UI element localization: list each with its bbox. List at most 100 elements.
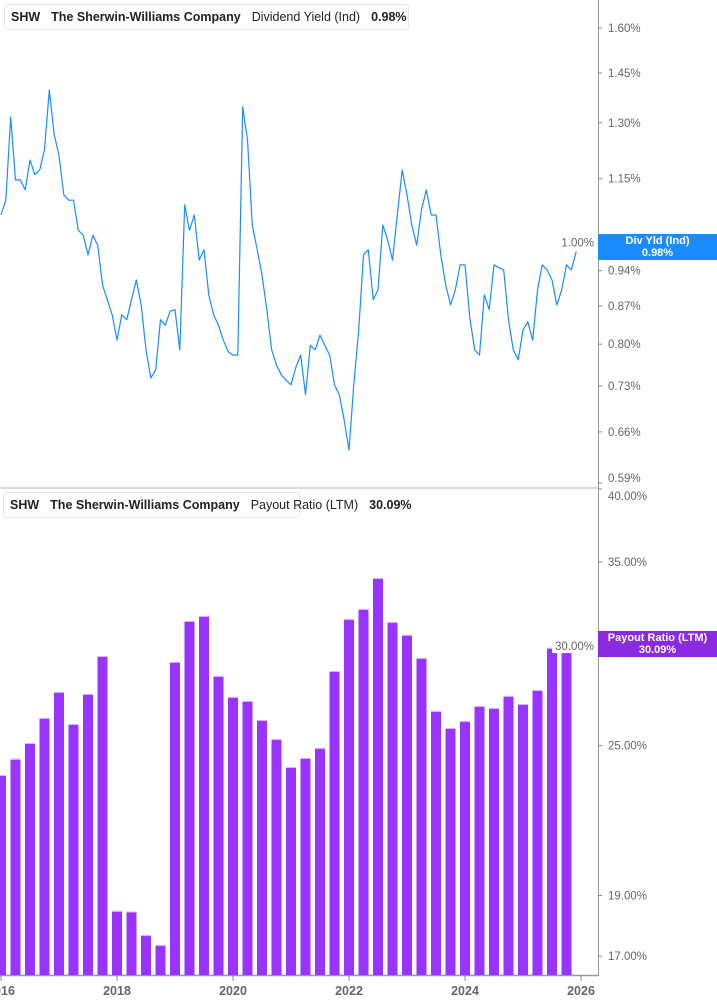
yield-y-tick-label: 0.87% [608, 301, 641, 313]
payout-y-tick-label-backing [552, 638, 596, 654]
payout-legend: SHW The Sherwin-Williams Company Payout … [3, 492, 412, 518]
yield-tag-value: 0.98% [641, 247, 674, 259]
payout-bar [257, 720, 267, 975]
payout-bar [358, 608, 369, 975]
payout-bar-cap [112, 910, 122, 912]
payout-bar [126, 911, 137, 975]
legend-value: 30.09% [369, 498, 412, 512]
payout-bar [286, 767, 296, 975]
payout-bar [184, 620, 195, 975]
payout-bar-cap [358, 608, 369, 610]
legend-company: The Sherwin-Williams Company [51, 10, 241, 24]
yield-line [0, 89, 577, 451]
payout-bar [460, 721, 470, 975]
payout-bar [213, 675, 224, 975]
yield-y-tick-label: 0.94% [608, 266, 641, 278]
payout-bar [489, 708, 499, 975]
yield-y-tick-label: 0.73% [608, 381, 641, 393]
payout-bar [300, 757, 311, 975]
legend-value: 0.98% [371, 10, 407, 24]
payout-bar-cap [387, 622, 398, 624]
payout-bar-cap [184, 620, 195, 622]
payout-bar-cap [10, 758, 21, 760]
payout-tag-label: Payout Ratio (LTM) [607, 632, 708, 644]
payout-bar [344, 619, 354, 975]
payout-bar-cap [25, 743, 35, 745]
payout-y-tick-label: 30.00% [555, 641, 594, 653]
legend-metric: Dividend Yield (Ind) [251, 10, 361, 24]
x-tick-label: 2020 [219, 984, 247, 998]
x-tick-label: 2026 [567, 984, 595, 998]
payout-bar-cap [199, 615, 209, 617]
payout-y-tick-label: 17.00% [608, 951, 647, 963]
payout-bar [547, 647, 557, 975]
yield-y-tick-label: 1.15% [608, 174, 641, 186]
payout-bar [228, 696, 238, 975]
payout-bar-cap [213, 675, 224, 677]
payout-y-tick-label: 19.00% [608, 890, 647, 902]
x-ticks: 2016 2018 2020 2022 2024 2026 [0, 975, 595, 998]
payout-bar-cap [257, 720, 267, 722]
legend-ticker: SHW [11, 10, 41, 24]
payout-bar [518, 704, 528, 975]
payout-bar [431, 710, 441, 975]
payout-bar [373, 578, 383, 975]
payout-bar [315, 748, 325, 975]
payout-bar [83, 693, 93, 975]
payout-bar-cap [141, 935, 151, 937]
payout-bar [39, 717, 50, 975]
payout-bars [0, 578, 572, 975]
payout-bar-cap [68, 723, 79, 725]
payout-bar [387, 622, 398, 975]
yield-y-tick-label-backing [552, 234, 596, 250]
x-tick-label: 2022 [335, 984, 363, 998]
payout-y-tick-label: 40.00% [608, 491, 647, 503]
payout-y-ticks: 40.00% 35.00% 30.00% 25.00% 19.00% 17.00% [552, 488, 647, 963]
yield-y-tick-label: 0.66% [608, 427, 641, 439]
payout-bar [112, 910, 122, 975]
payout-bar [199, 615, 209, 975]
payout-bar-cap [39, 717, 50, 719]
payout-bar-cap [460, 721, 470, 723]
yield-y-tick-label: 1.30% [608, 118, 641, 130]
payout-bar [10, 758, 21, 975]
yield-legend: SHW The Sherwin-Williams Company Dividen… [4, 4, 409, 30]
payout-bar-cap [0, 775, 6, 777]
payout-bar-cap [532, 690, 543, 692]
payout-bar [97, 655, 108, 975]
payout-bar [155, 945, 166, 975]
payout-bar-cap [329, 671, 340, 673]
payout-bar-cap [344, 619, 354, 621]
legend-metric: Payout Ratio (LTM) [250, 498, 359, 512]
payout-bar [561, 644, 572, 975]
payout-bar [141, 935, 151, 975]
payout-bar [329, 671, 340, 975]
payout-bar [170, 661, 180, 975]
payout-bar-cap [242, 700, 253, 702]
payout-value-tag: Payout Ratio (LTM) 30.09% [598, 631, 717, 657]
payout-bar [532, 690, 543, 975]
payout-bar [271, 739, 282, 975]
payout-bar-cap [518, 704, 528, 706]
payout-y-tick-label: 25.00% [608, 741, 647, 753]
payout-tag-value: 30.09% [638, 644, 677, 656]
yield-y-tick-label: 0.80% [608, 339, 641, 351]
yield-y-tick-label: 1.60% [608, 23, 641, 35]
payout-bar-cap [474, 706, 485, 708]
payout-bar-cap [126, 911, 137, 913]
yield-value-tag: Div Yld (Ind) 0.98% [598, 234, 717, 260]
payout-bar [242, 700, 253, 975]
payout-bar [25, 743, 35, 975]
payout-y-tick-label: 35.00% [608, 557, 647, 569]
payout-bar [445, 728, 456, 975]
x-tick-label: 2024 [451, 984, 479, 998]
payout-bar-cap [300, 757, 311, 759]
legend-ticker: SHW [10, 498, 40, 512]
payout-bar-cap [286, 767, 296, 769]
yield-y-ticks: 1.60% 1.45% 1.30% 1.15% 1.00% 0.94% 0.87% 0.80%… [552, 23, 641, 485]
x-tick-label: 2018 [103, 984, 131, 998]
payout-bar-cap [228, 696, 238, 698]
legend-company: The Sherwin-Williams Company [50, 498, 240, 512]
payout-bar [54, 691, 64, 975]
